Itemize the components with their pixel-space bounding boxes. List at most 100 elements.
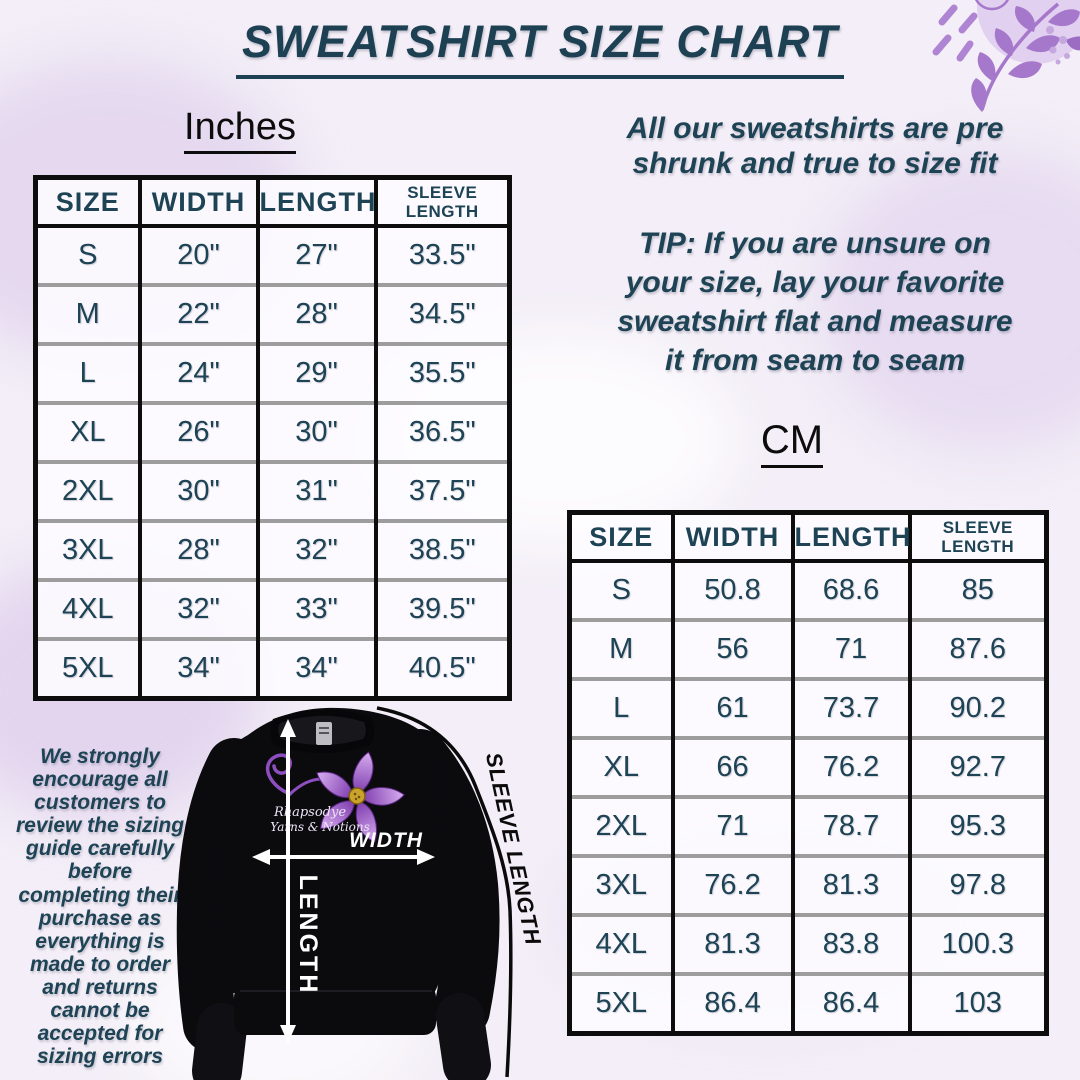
cm-size-table: SIZE WIDTH LENGTH SLEEVE LENGTH S 50.8 68.6 85… xyxy=(567,510,1049,1036)
length-label: LENGTH xyxy=(294,875,322,996)
size-row: 3XL 28" 32" 38.5" xyxy=(35,519,510,580)
measurement-cell: 76.2 xyxy=(790,736,910,797)
logo-text-line2: Yarns & Notions xyxy=(270,820,370,834)
measurement-cell: 33.5" xyxy=(373,226,510,285)
size-cell: 4XL xyxy=(35,578,140,639)
measurement-cell: 36.5" xyxy=(373,401,510,462)
measurement-cell: 50.8 xyxy=(670,561,793,620)
right-cuff xyxy=(436,993,491,1080)
size-cell: S xyxy=(78,239,98,271)
measurement-cell: 61 xyxy=(670,677,793,738)
size-row: 4XL 81.3 83.8 100.3 xyxy=(569,913,1047,974)
measurement-cell: 100.3 xyxy=(907,913,1047,974)
size-cell: L xyxy=(35,342,140,403)
size-row: 4XL 32" 33" 39.5" xyxy=(35,578,510,639)
measurement-cell: 92.7 xyxy=(907,736,1047,797)
waistband xyxy=(234,985,436,1035)
measurement-cell: 76.2 xyxy=(670,854,793,915)
sizing-disclaimer: We strongly encourage all customers to r… xyxy=(15,745,185,1069)
sleeve-length-curve xyxy=(376,706,513,1078)
left-sleeve xyxy=(176,738,261,1052)
sizing-tip-note: TIP: If you are unsure on your size, lay… xyxy=(617,227,1013,377)
size-row: XL 26" 30" 36.5" xyxy=(35,401,510,462)
width-label: WIDTH xyxy=(349,829,423,852)
sweatshirt-diagram: Rhapsodye Yarns & Notions WIDTH LENGTH xyxy=(176,706,513,1080)
size-cell: M xyxy=(35,283,140,344)
measurement-cell: 90.2 xyxy=(907,677,1047,738)
measurement-cell: 85 xyxy=(907,561,1047,620)
size-row: 2XL 30" 31" 37.5" xyxy=(35,460,510,521)
size-row: L 61 73.7 90.2 xyxy=(569,677,1047,738)
measurement-cell: 30" xyxy=(137,460,258,521)
column-header: SLEEVE LENGTH xyxy=(373,177,510,228)
measurement-cell: 56 xyxy=(670,618,793,679)
inches-heading: Inches xyxy=(184,106,296,154)
measurement-cell: 66 xyxy=(670,736,793,797)
measurement-cell: 71 xyxy=(670,795,793,856)
measurement-cell: 29" xyxy=(255,342,376,403)
size-row: M 22" 28" 34.5" xyxy=(35,283,510,344)
measurement-cell: 31" xyxy=(255,460,376,521)
measurement-cell: 71 xyxy=(790,618,910,679)
logo-flower xyxy=(316,751,405,843)
measurement-cell: 24" xyxy=(137,342,258,403)
column-header: WIDTH xyxy=(670,512,793,563)
size-row: S 20" 27" 33.5" xyxy=(36,226,510,285)
measurement-cell: 73.7 xyxy=(790,677,910,738)
size-row: 5XL 34" 34" 40.5" xyxy=(35,637,510,699)
size-cell: 5XL xyxy=(569,972,673,1034)
size-cell: 3XL xyxy=(35,519,140,580)
measurement-cell: 39.5" xyxy=(373,578,510,639)
size-row: 5XL 86.4 86.4 103 xyxy=(569,972,1047,1034)
measurement-cell: 32" xyxy=(255,519,376,580)
measurement-cell: 78.7 xyxy=(790,795,910,856)
measurement-cell: 28" xyxy=(255,283,376,344)
measurement-cell: 37.5" xyxy=(373,460,510,521)
column-header: WIDTH xyxy=(137,177,258,228)
measurement-cell: 86.4 xyxy=(670,972,793,1034)
measurement-cell: 86.4 xyxy=(790,972,910,1034)
width-arrow xyxy=(252,849,435,865)
measurement-cell: 32" xyxy=(137,578,258,639)
measurement-cell: 83.8 xyxy=(790,913,910,974)
size-cell: 2XL xyxy=(569,795,673,856)
cm-heading: CM xyxy=(760,418,824,468)
header-row: SIZE WIDTH LENGTH SLEEVE LENGTH xyxy=(35,177,510,228)
measurement-cell: 28" xyxy=(137,519,258,580)
size-cell: 3XL xyxy=(569,854,673,915)
measurement-cell: 40.5" xyxy=(373,637,510,699)
measurement-cell: 87.6 xyxy=(907,618,1047,679)
page-title: SWEATSHIRT SIZE CHART xyxy=(235,16,845,79)
column-header: SIZE xyxy=(569,512,673,563)
measurement-cell: 38.5" xyxy=(373,519,510,580)
size-row: M 56 71 87.6 xyxy=(569,618,1047,679)
size-cell: 2XL xyxy=(35,460,140,521)
measurement-cell: 33" xyxy=(255,578,376,639)
size-cell: M xyxy=(569,618,673,679)
measurement-cell: 34" xyxy=(137,637,258,699)
size-cell: XL xyxy=(35,401,140,462)
logo-text-line1: Rhapsodye xyxy=(273,805,346,820)
measurement-cell: 27" xyxy=(255,226,376,285)
column-header: SIZE xyxy=(35,177,140,228)
measurement-cell: 30" xyxy=(255,401,376,462)
sweatshirt-body xyxy=(222,707,445,993)
measurement-cell: 95.3 xyxy=(907,795,1047,856)
inches-size-table: SIZE WIDTH LENGTH SLEEVE LENGTH S 20" 27" 33.5… xyxy=(33,175,512,701)
size-row: 3XL 76.2 81.3 97.8 xyxy=(569,854,1047,915)
measurement-cell: 20" xyxy=(137,226,258,285)
column-header: LENGTH xyxy=(255,177,376,228)
size-row: L 24" 29" 35.5" xyxy=(35,342,510,403)
measurement-cell: 103 xyxy=(907,972,1047,1034)
size-row: 2XL 71 78.7 95.3 xyxy=(569,795,1047,856)
size-cell: 5XL xyxy=(35,637,140,699)
measurement-cell: 97.8 xyxy=(907,854,1047,915)
left-cuff xyxy=(192,1003,247,1080)
size-cell: XL xyxy=(569,736,673,797)
measurement-cell: 81.3 xyxy=(790,854,910,915)
measurement-cell: 68.6 xyxy=(790,561,910,620)
measurement-cell: 34.5" xyxy=(373,283,510,344)
size-row: XL 66 76.2 92.7 xyxy=(569,736,1047,797)
header-row: SIZE WIDTH LENGTH SLEEVE LENGTH xyxy=(569,512,1047,563)
